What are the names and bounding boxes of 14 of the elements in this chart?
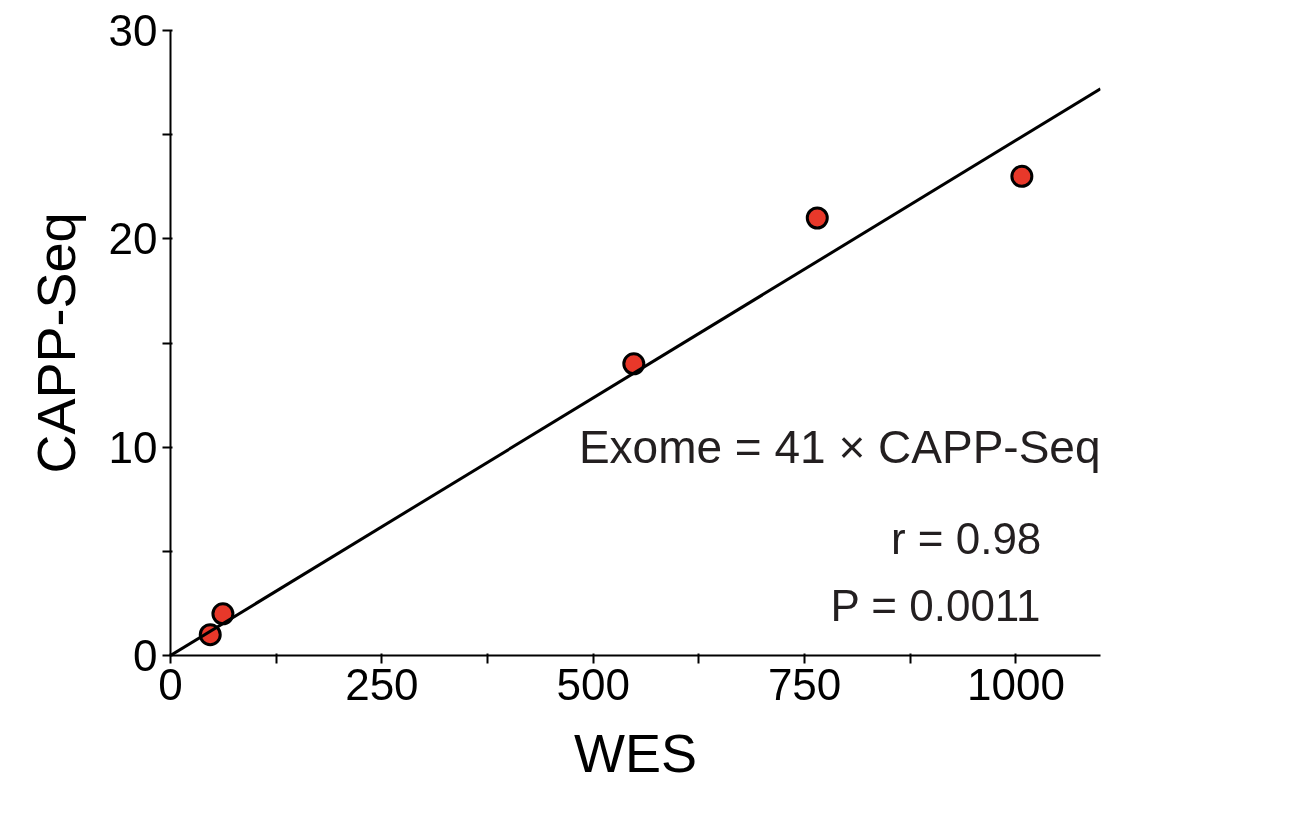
y-tick-label: 30 [108,6,158,55]
annotation: Exome = 41 × CAPP-Seq [578,421,1101,474]
annotation: r = 0.98 [890,514,1042,564]
x-tick-label: 250 [345,659,419,709]
x-tick-label: 750 [767,659,842,709]
y-tick-label: 10 [108,422,158,472]
y-tick-label: 20 [108,214,158,264]
x-tick-label: 500 [556,659,630,709]
point [1010,164,1034,188]
x-axis-title: WES [574,722,698,783]
annotation: P = 0.0011 [830,581,1041,630]
point [805,206,829,230]
x-tick-label: 1000 [967,659,1065,709]
y-axis-title: CAPP-Seq [25,212,86,474]
